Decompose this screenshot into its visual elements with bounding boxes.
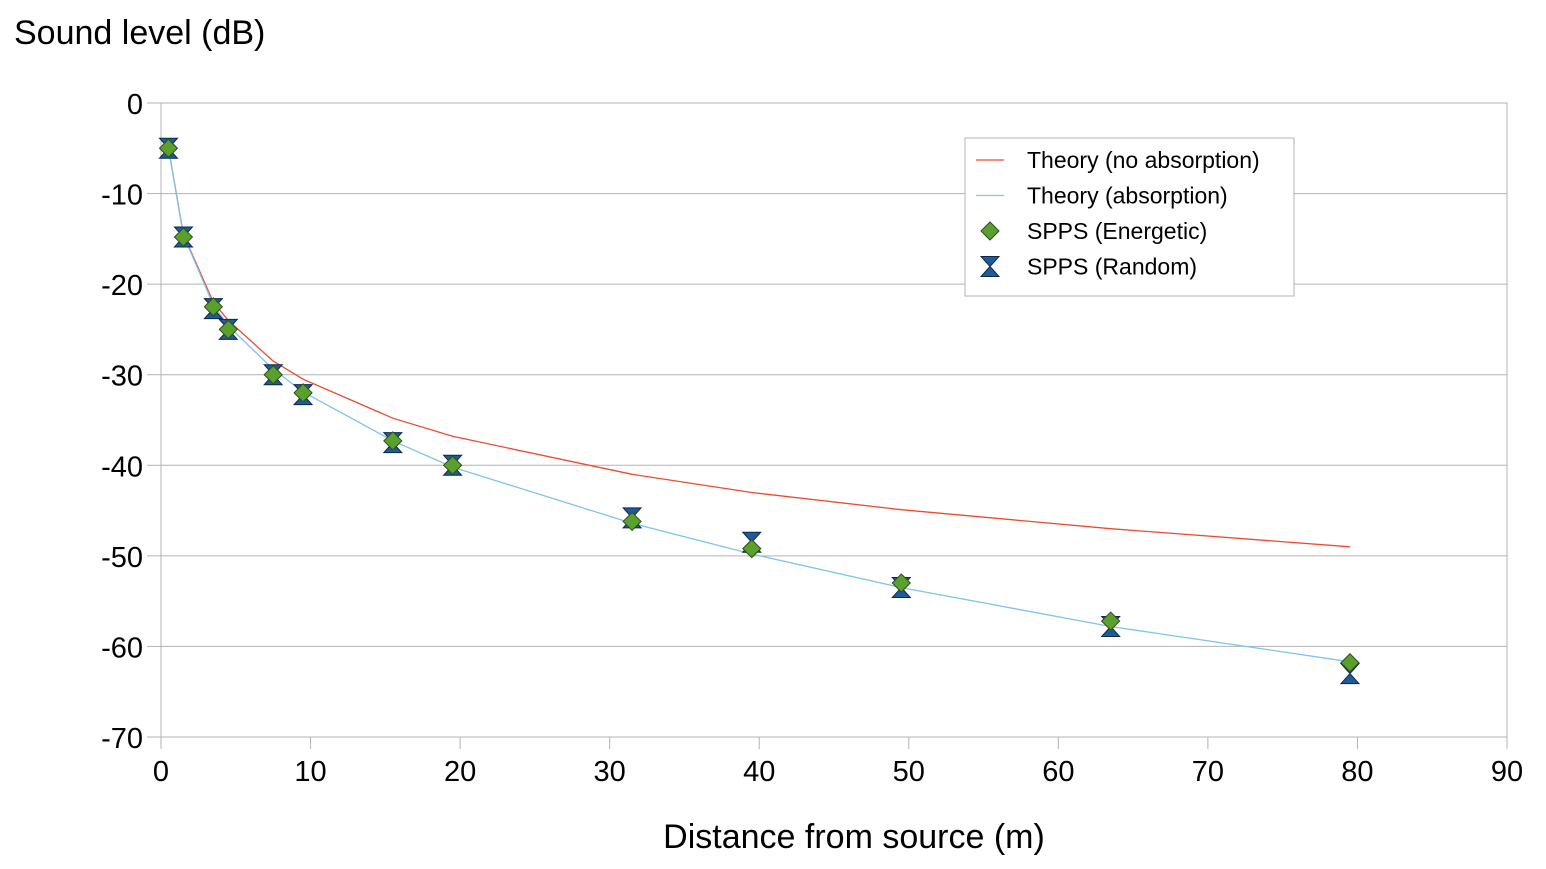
- series-markers: [158, 137, 1361, 685]
- x-tick-label: 40: [743, 756, 775, 788]
- data-point-energetic: [263, 365, 283, 385]
- x-tick-label: 0: [153, 756, 169, 788]
- x-tick-label: 60: [1042, 756, 1074, 788]
- data-point-energetic: [891, 573, 912, 593]
- legend-label: SPPS (Random): [1027, 254, 1197, 280]
- data-point-energetic: [383, 431, 403, 451]
- data-point-energetic: [218, 319, 239, 340]
- legend-box: [964, 137, 1295, 297]
- data-point-energetic: [742, 538, 762, 559]
- y-tick-label: -40: [101, 451, 143, 483]
- legend-label: Theory (absorption): [1027, 183, 1228, 209]
- y-tick-label: -20: [101, 270, 143, 302]
- x-tick-label: 30: [594, 756, 626, 788]
- y-axis-label: Sound level (dB): [14, 14, 266, 52]
- x-tick-label: 70: [1192, 756, 1224, 788]
- x-tick-labels: 0 10 20 30 40 50 60 70 80 90: [153, 756, 1523, 788]
- y-tick-label: 0: [127, 89, 143, 121]
- axis-ticks: [147, 102, 1508, 749]
- data-point-energetic: [622, 511, 642, 532]
- legend-swatch-hourglass: [979, 256, 1001, 277]
- legend-swatch-diamond: [980, 221, 1000, 241]
- x-axis-label: Distance from source (m): [663, 818, 1045, 856]
- x-tick-label: 50: [893, 756, 925, 788]
- data-point-energetic: [203, 297, 224, 317]
- legend-label: SPPS (Energetic): [1027, 218, 1207, 244]
- x-tick-label: 10: [294, 756, 326, 788]
- plot-area: [160, 102, 1508, 738]
- data-point-energetic: [293, 383, 313, 403]
- x-tick-label: 20: [444, 756, 476, 788]
- x-tick-label: 90: [1491, 756, 1523, 788]
- data-point-energetic: [1340, 653, 1360, 673]
- y-tick-label: -50: [101, 542, 143, 574]
- y-tick-label: -60: [101, 632, 143, 664]
- data-point-energetic: [442, 455, 463, 475]
- y-tick-label: -10: [101, 180, 143, 212]
- legend: Theory (no absorption) Theory (absorption…: [964, 137, 1295, 297]
- y-tick-label: -30: [101, 361, 143, 393]
- data-point-energetic: [173, 227, 194, 247]
- y-tick-label: -70: [101, 723, 143, 755]
- grid-lines: [161, 102, 1507, 738]
- data-point-energetic: [158, 138, 179, 158]
- x-tick-label: 80: [1341, 756, 1373, 788]
- legend-label: Theory (no absorption): [1027, 147, 1260, 173]
- y-tick-labels: 0 -10 -20 -30 -40 -50 -60 -70: [101, 89, 143, 755]
- data-point-energetic: [1100, 611, 1121, 631]
